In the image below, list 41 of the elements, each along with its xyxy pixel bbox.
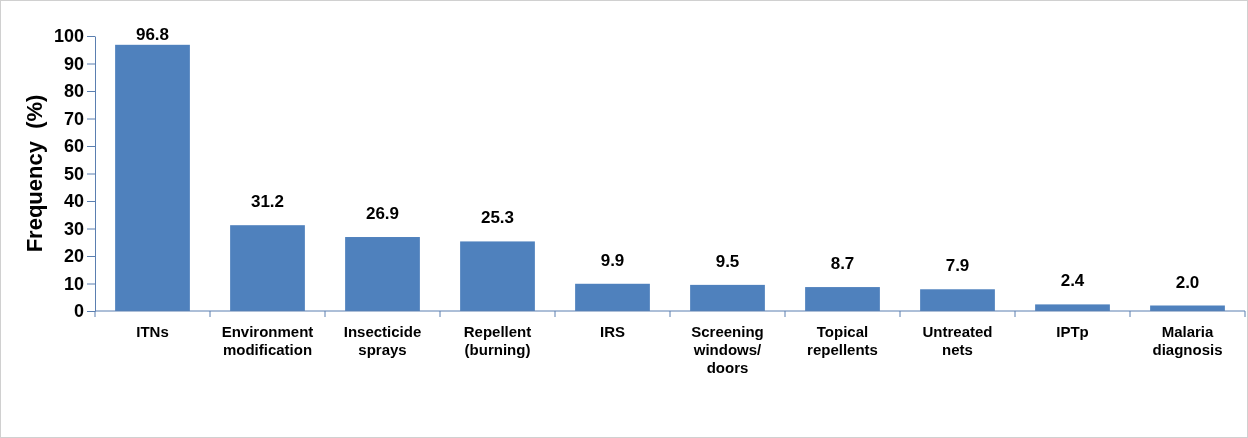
y-tick-label: 30 bbox=[63, 218, 84, 239]
bar bbox=[460, 241, 535, 311]
data-label: 8.7 bbox=[830, 254, 855, 274]
data-label: 9.9 bbox=[600, 250, 625, 270]
x-tick-label: Environment modification bbox=[221, 323, 314, 358]
data-label: 25.3 bbox=[480, 208, 515, 228]
y-tick-label: 40 bbox=[63, 191, 84, 212]
y-tick-label: 60 bbox=[63, 136, 84, 157]
y-tick-label: 0 bbox=[73, 301, 84, 322]
y-tick-label: 100 bbox=[53, 26, 84, 47]
x-tick-label: Untreated nets bbox=[922, 323, 993, 358]
data-label: 31.2 bbox=[250, 192, 285, 212]
bar bbox=[805, 287, 880, 311]
y-tick-label: 50 bbox=[63, 163, 84, 184]
x-tick-label: Malaria diagnosis bbox=[1152, 323, 1223, 358]
data-label: 7.9 bbox=[945, 256, 970, 276]
data-label: 96.8 bbox=[135, 24, 170, 44]
x-tick-label: Topical repellents bbox=[807, 323, 878, 358]
y-tick-label: 70 bbox=[63, 108, 84, 129]
x-tick-label: Screening windows/ doors bbox=[691, 323, 764, 376]
bar bbox=[230, 225, 305, 311]
x-tick-label: ITNs bbox=[136, 323, 169, 340]
x-tick-label: IRS bbox=[599, 323, 626, 340]
data-label: 26.9 bbox=[365, 204, 400, 224]
y-tick-label: 90 bbox=[63, 53, 84, 74]
bar bbox=[920, 289, 995, 311]
bar bbox=[690, 284, 765, 311]
bar bbox=[1035, 304, 1110, 311]
bar bbox=[575, 283, 650, 311]
y-tick-label: 10 bbox=[63, 273, 84, 294]
x-tick-label: Insecticide sprays bbox=[343, 323, 422, 358]
x-tick-label: Repellent (burning) bbox=[463, 323, 532, 358]
bar bbox=[345, 237, 420, 311]
y-tick-label: 20 bbox=[63, 246, 84, 267]
bar bbox=[115, 44, 190, 311]
data-label: 9.5 bbox=[715, 251, 740, 271]
y-tick-label: 80 bbox=[63, 81, 84, 102]
data-label: 2.0 bbox=[1175, 272, 1200, 292]
y-axis-title: Frequency (%) bbox=[22, 94, 47, 253]
x-tick-label: IPTp bbox=[1056, 323, 1089, 340]
data-label: 2.4 bbox=[1060, 271, 1085, 291]
